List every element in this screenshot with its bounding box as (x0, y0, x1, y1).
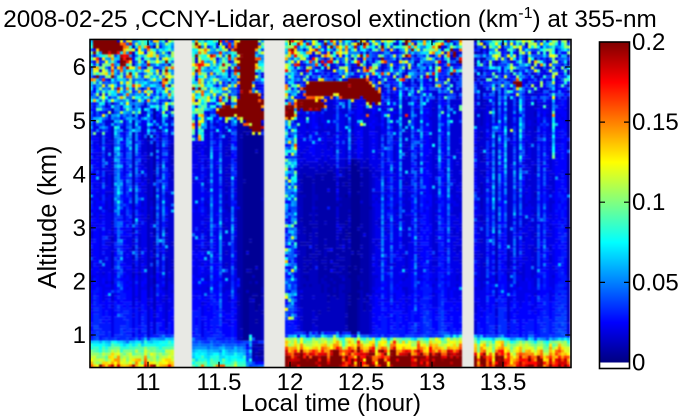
svg-text:11: 11 (136, 369, 161, 396)
svg-text:11.5: 11.5 (197, 369, 242, 396)
svg-text:0.1: 0.1 (632, 189, 665, 216)
svg-text:5: 5 (73, 108, 86, 135)
svg-text:2008-02-25 ,CCNY-Lidar, aeroso: 2008-02-25 ,CCNY-Lidar, aerosol extincti… (3, 5, 656, 33)
svg-text:0.2: 0.2 (632, 29, 665, 56)
svg-text:13: 13 (419, 369, 446, 396)
svg-text:0.05: 0.05 (632, 269, 679, 296)
svg-text:6: 6 (73, 54, 86, 81)
svg-text:1: 1 (73, 322, 86, 349)
svg-text:2: 2 (73, 269, 86, 296)
svg-text:Local time (hour): Local time (hour) (241, 390, 421, 417)
svg-text:Altitude (km): Altitude (km) (34, 145, 62, 288)
svg-text:4: 4 (73, 161, 86, 188)
svg-text:3: 3 (73, 215, 86, 242)
svg-text:0: 0 (632, 350, 645, 377)
svg-text:12.5: 12.5 (338, 369, 385, 396)
svg-text:0.15: 0.15 (632, 109, 679, 136)
svg-text:12: 12 (277, 369, 304, 396)
svg-text:13.5: 13.5 (480, 369, 527, 396)
